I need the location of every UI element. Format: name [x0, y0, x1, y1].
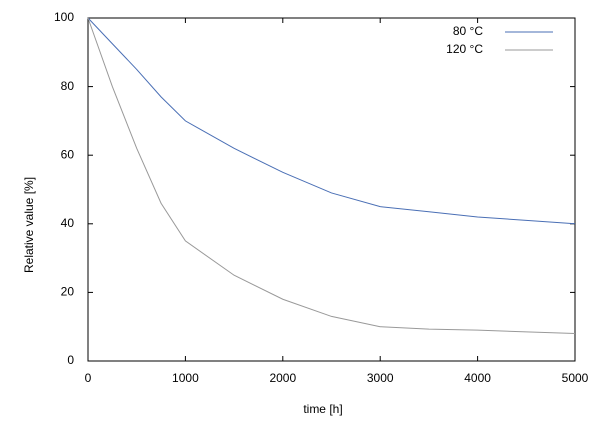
- x-tick-label: 3000: [367, 371, 394, 385]
- y-tick-label: 100: [54, 10, 74, 24]
- data-line: [87, 17, 576, 335]
- y-tick-label: 40: [61, 216, 75, 230]
- y-tick-label: 80: [61, 79, 75, 93]
- x-tick-label: 0: [85, 371, 92, 385]
- x-axis-label: time [h]: [303, 402, 342, 416]
- y-tick-label: 20: [61, 285, 75, 299]
- y-tick-label: 0: [67, 353, 74, 367]
- x-tick-label: 1000: [172, 371, 199, 385]
- data-line: [87, 17, 576, 225]
- plot-frame: [87, 17, 576, 362]
- x-tick-label: 2000: [269, 371, 296, 385]
- x-tick-label: 4000: [464, 371, 491, 385]
- y-tick-label: 60: [61, 147, 75, 161]
- legend-label: 120 °C: [446, 42, 483, 56]
- y-axis-label: Relative value [%]: [22, 177, 36, 273]
- legend-label: 80 °C: [453, 24, 483, 38]
- x-tick-label: 5000: [562, 371, 589, 385]
